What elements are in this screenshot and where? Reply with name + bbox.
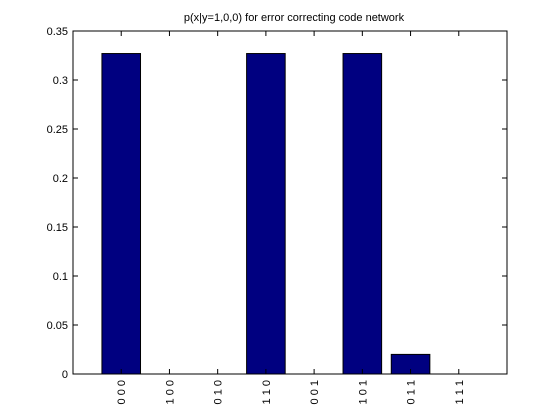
x-tick-label-4: 0 0 1: [309, 380, 321, 404]
bar-5: [342, 53, 383, 375]
x-tick-label-3: 1 1 0: [261, 380, 273, 404]
bar-3: [246, 53, 286, 375]
x-tick-label-7: 1 1 1: [454, 380, 466, 404]
x-tick-label-6: 0 1 1: [406, 380, 418, 404]
y-tick-label-5: 0.25: [47, 124, 68, 136]
y-tick-label-1: 0.05: [47, 320, 68, 332]
y-tick-label-0: 0: [62, 369, 68, 381]
axes-box: [72, 30, 508, 375]
x-tick-label-0: 0 0 0: [116, 380, 128, 404]
x-tick-label-2: 0 1 0: [213, 380, 225, 404]
y-tick-label-3: 0.15: [47, 222, 68, 234]
y-tick-label-4: 0.2: [53, 173, 68, 185]
bar-0: [101, 53, 142, 375]
x-tick-label-1: 1 0 0: [164, 380, 176, 404]
bars-layer: [101, 53, 431, 375]
y-tick-label-2: 0.1: [53, 271, 68, 283]
x-axis: 0 0 0 1 0 0 0 1 0 1 1 0 0 0 1 1 0 1 0 1 1 1 1 1: [116, 31, 466, 404]
y-tick-label-7: 0.35: [47, 26, 68, 38]
x-tick-label-5: 1 0 1: [357, 380, 369, 404]
y-axis: 0 0.05 0.1 0.15 0.2 0.25 0.3 0.35: [47, 26, 507, 381]
chart-title: p(x|y=1,0,0) for error correcting code n…: [184, 12, 405, 24]
y-tick-label-6: 0.3: [53, 75, 68, 87]
